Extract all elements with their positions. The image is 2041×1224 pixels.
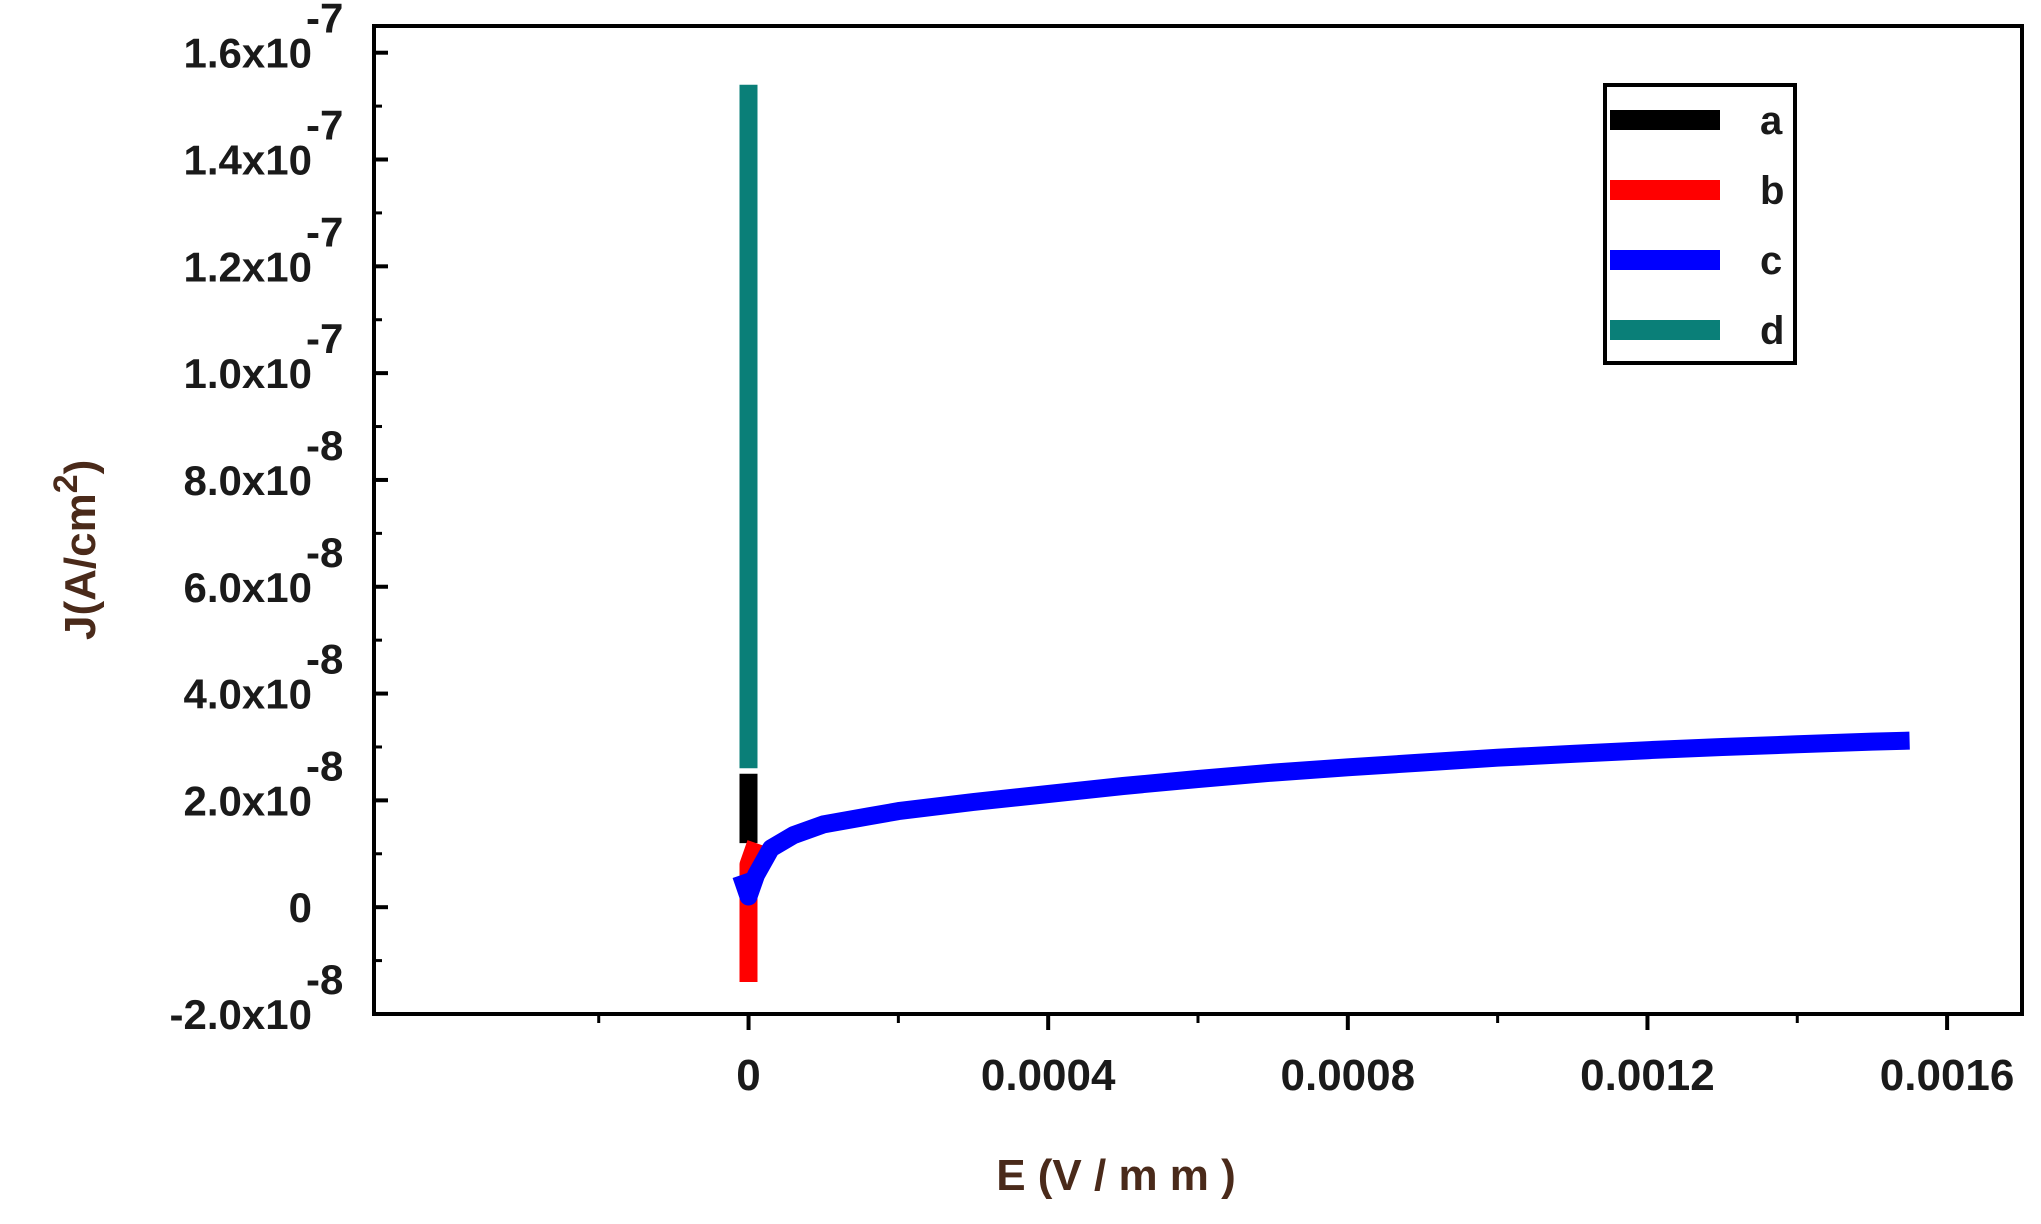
y-tick-exponent: -8 — [306, 636, 343, 683]
x-tick-label: 0 — [736, 1051, 760, 1100]
x-axis: 0 0.0004 0.0008 0.0012 0.0016 — [597, 1014, 2015, 1100]
legend-label-c: c — [1760, 239, 1782, 283]
legend-box — [1603, 83, 1797, 365]
y-tick-exponent: -8 — [306, 742, 343, 789]
y-tick-label: 4.0x10 — [184, 671, 312, 718]
y-axis-title-sup: 2 — [47, 474, 85, 493]
y-tick-label: 1.2x10 — [184, 243, 312, 290]
x-tick-label: 0.0012 — [1580, 1051, 1715, 1100]
y-tick-label: -2.0x10 — [170, 991, 312, 1038]
series-line-c — [732, 731, 1910, 906]
x-tick-label: 0.0016 — [1880, 1051, 2015, 1100]
y-tick-label: 6.0x10 — [184, 564, 312, 611]
y-tick-label: 2.0x10 — [184, 777, 312, 824]
y-tick-label: 1.6x10 — [184, 30, 312, 77]
y-tick-exponent: -8 — [306, 956, 343, 1003]
legend-label-a: a — [1760, 99, 1783, 143]
y-tick-label: 0 — [289, 884, 312, 931]
y-tick-exponent: -8 — [306, 422, 343, 469]
y-tick-label: 1.0x10 — [184, 350, 312, 397]
y-tick-exponent: -7 — [306, 315, 343, 362]
y-tick-exponent: -7 — [306, 208, 343, 255]
x-axis-title: E (V / m m ) — [996, 1151, 1236, 1200]
plot-area — [732, 84, 1910, 982]
y-axis-title-close: ) — [56, 460, 105, 475]
y-axis-title: J(A/cm2) — [47, 460, 105, 640]
y-tick-exponent: -7 — [306, 102, 343, 149]
x-tick-label: 0.0004 — [981, 1051, 1116, 1100]
legend-label-d: d — [1760, 309, 1784, 353]
y-axis: -2.0x10-802.0x10-84.0x10-86.0x10-88.0x10… — [170, 0, 388, 1038]
legend-label-b: b — [1760, 169, 1784, 213]
y-tick-label: 1.4x10 — [184, 137, 312, 184]
y-tick-label: 8.0x10 — [184, 457, 312, 504]
x-tick-label: 0.0008 — [1281, 1051, 1416, 1100]
y-tick-exponent: -7 — [306, 0, 343, 42]
y-axis-title-main: J(A/cm — [56, 493, 105, 640]
y-tick-exponent: -8 — [306, 529, 343, 576]
